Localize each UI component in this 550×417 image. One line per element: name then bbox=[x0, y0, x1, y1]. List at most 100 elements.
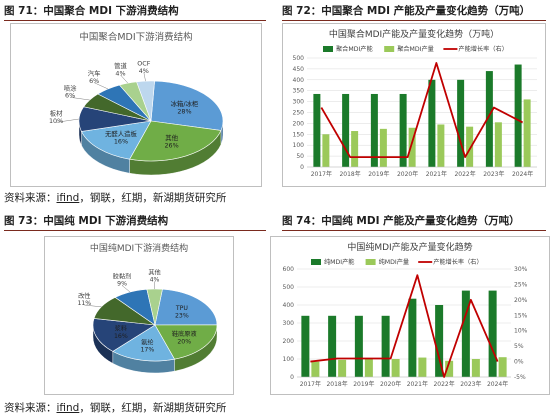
x-tick-label: 2021年 bbox=[407, 380, 428, 388]
y-tick-label: 350 bbox=[293, 88, 305, 95]
y2-tick-label: 5% bbox=[514, 343, 524, 350]
y-tick-label: 200 bbox=[283, 338, 295, 345]
y2-tick-label: 15% bbox=[514, 312, 528, 319]
title-rule bbox=[4, 20, 266, 21]
bar bbox=[399, 93, 407, 167]
y-tick-label: 300 bbox=[293, 99, 305, 106]
y-tick-label: 250 bbox=[293, 110, 305, 117]
y-tick-label: 100 bbox=[283, 356, 295, 363]
y-tick-label: 0 bbox=[290, 374, 294, 381]
source-link-ifind[interactable]: ifind bbox=[56, 192, 80, 204]
bar bbox=[428, 79, 436, 167]
chart-panel-73: 中国纯MDI下游消费结构 TPU 23% 鞋底原液 20% 氨纶 17% 浆料 16% 改性 11%… bbox=[44, 236, 234, 395]
bar bbox=[461, 290, 470, 377]
pie-value-label: 6% bbox=[89, 77, 99, 85]
bar bbox=[498, 357, 507, 377]
bar bbox=[471, 359, 480, 377]
legend-swatch bbox=[311, 259, 321, 265]
chart-title: 中国聚合MDI下游消费结构 bbox=[79, 31, 192, 43]
x-tick-label: 2024年 bbox=[487, 380, 508, 388]
y-tick-label: 300 bbox=[283, 320, 295, 327]
leader-line bbox=[120, 74, 129, 84]
x-tick-label: 2023年 bbox=[483, 170, 504, 178]
chart-title: 中国纯MDI产能及产量变化趋势 bbox=[347, 241, 472, 253]
growth-rate-line bbox=[320, 62, 524, 158]
pie-value-label: 16% bbox=[114, 333, 128, 340]
pie-slice bbox=[112, 324, 175, 362]
title-rule bbox=[282, 20, 546, 21]
legend-label: 纯MDI产能 bbox=[324, 258, 355, 266]
pie-slice bbox=[154, 324, 218, 360]
y-tick-label: 50 bbox=[296, 153, 304, 160]
source-link-ifind[interactable]: ifind bbox=[56, 402, 80, 414]
pie-slice bbox=[129, 120, 222, 162]
y-tick-label: 400 bbox=[283, 302, 295, 309]
leader-line bbox=[94, 82, 109, 90]
bar-chart-polymeric-mdi: 中国聚合MDI产能及产量变化趋势（万吨） 聚合MDI产能 聚合MDI产量 产能增长率（… bbox=[293, 28, 537, 178]
chart-panel-71: 中国聚合MDI下游消费结构 冰箱/冰柜 28% 其他 26% 无醛人造板 16% 板材 10% 喷… bbox=[10, 23, 262, 187]
bar bbox=[351, 131, 359, 167]
legend-swatch bbox=[365, 259, 376, 265]
bar bbox=[466, 126, 474, 167]
pie-value-label: 4% bbox=[150, 277, 160, 284]
pie-value-label: 20% bbox=[177, 338, 191, 345]
pie-slice bbox=[154, 288, 218, 326]
y-tick-label: 0 bbox=[300, 164, 304, 171]
x-tick-label: 2022年 bbox=[454, 170, 475, 178]
legend-label: 纯MDI产量 bbox=[379, 258, 410, 266]
source-note-2: 资料来源：ifind，钢联，红期，新湖期货研究所 bbox=[4, 402, 227, 414]
bar bbox=[322, 134, 330, 167]
leader-line bbox=[70, 97, 90, 101]
y-tick-label: 100 bbox=[293, 142, 305, 149]
pie-value-label: 9% bbox=[117, 281, 127, 288]
legend-label: 产能增长率（右） bbox=[433, 258, 483, 266]
pie-label: 其他 bbox=[165, 133, 178, 142]
y2-tick-label: -5% bbox=[514, 374, 526, 381]
pie-label: 改性 bbox=[78, 292, 90, 300]
figure-71-title: 图 71：中国聚合 MDI 下游消费结构 bbox=[4, 5, 179, 17]
pie-value-label: 17% bbox=[140, 347, 154, 354]
x-tick-label: 2017年 bbox=[311, 170, 332, 178]
bar bbox=[391, 359, 400, 377]
legend-label: 聚合MDI产能 bbox=[336, 45, 373, 53]
pie-value-label: 23% bbox=[175, 312, 189, 319]
pie-value-label: 28% bbox=[177, 108, 191, 116]
bar bbox=[313, 93, 321, 167]
legend-label: 产能增长率（右） bbox=[458, 45, 508, 53]
x-tick-label: 2020年 bbox=[397, 170, 418, 178]
pie-label: 鞋底原液 bbox=[172, 330, 197, 338]
x-tick-label: 2023年 bbox=[460, 380, 481, 388]
bar bbox=[435, 305, 444, 377]
source-note-1: 资料来源：ifind，钢联，红期，新湖期货研究所 bbox=[4, 192, 227, 204]
bar bbox=[338, 359, 347, 377]
title-rule bbox=[4, 230, 266, 231]
pie-value-label: 11% bbox=[77, 300, 91, 307]
pie-value-label: 4% bbox=[115, 69, 125, 77]
bar bbox=[311, 361, 320, 377]
leader-line bbox=[121, 285, 131, 293]
y-tick-label: 400 bbox=[293, 77, 305, 84]
y2-tick-label: 10% bbox=[514, 328, 528, 335]
pie-slice bbox=[150, 80, 224, 131]
chart-panel-72: 中国聚合MDI产能及产量变化趋势（万吨） 聚合MDI产能 聚合MDI产量 产能增长率（… bbox=[282, 23, 546, 187]
x-tick-label: 2019年 bbox=[368, 170, 389, 178]
pie-label: 喷涂 bbox=[64, 83, 77, 92]
bar bbox=[379, 128, 387, 167]
pie-label: 冰箱/冰柜 bbox=[171, 99, 199, 108]
x-tick-label: 2020年 bbox=[380, 380, 401, 388]
bar bbox=[364, 359, 373, 377]
bar bbox=[437, 124, 445, 167]
bar bbox=[494, 122, 502, 167]
legend-label: 聚合MDI产量 bbox=[397, 45, 434, 53]
figure-74-title: 图 74：中国纯 MDI 产能及产量变化趋势（万吨） bbox=[282, 215, 520, 227]
pie-value-label: 10% bbox=[49, 117, 63, 125]
figure-73-title: 图 73：中国纯 MDI 下游消费结构 bbox=[4, 215, 169, 227]
pie-label: 板材 bbox=[50, 108, 63, 117]
leader-line bbox=[84, 304, 102, 308]
leader-line bbox=[143, 72, 146, 82]
leader-line bbox=[56, 118, 80, 123]
bar bbox=[408, 127, 416, 167]
bar bbox=[408, 298, 417, 377]
bar bbox=[418, 357, 427, 377]
